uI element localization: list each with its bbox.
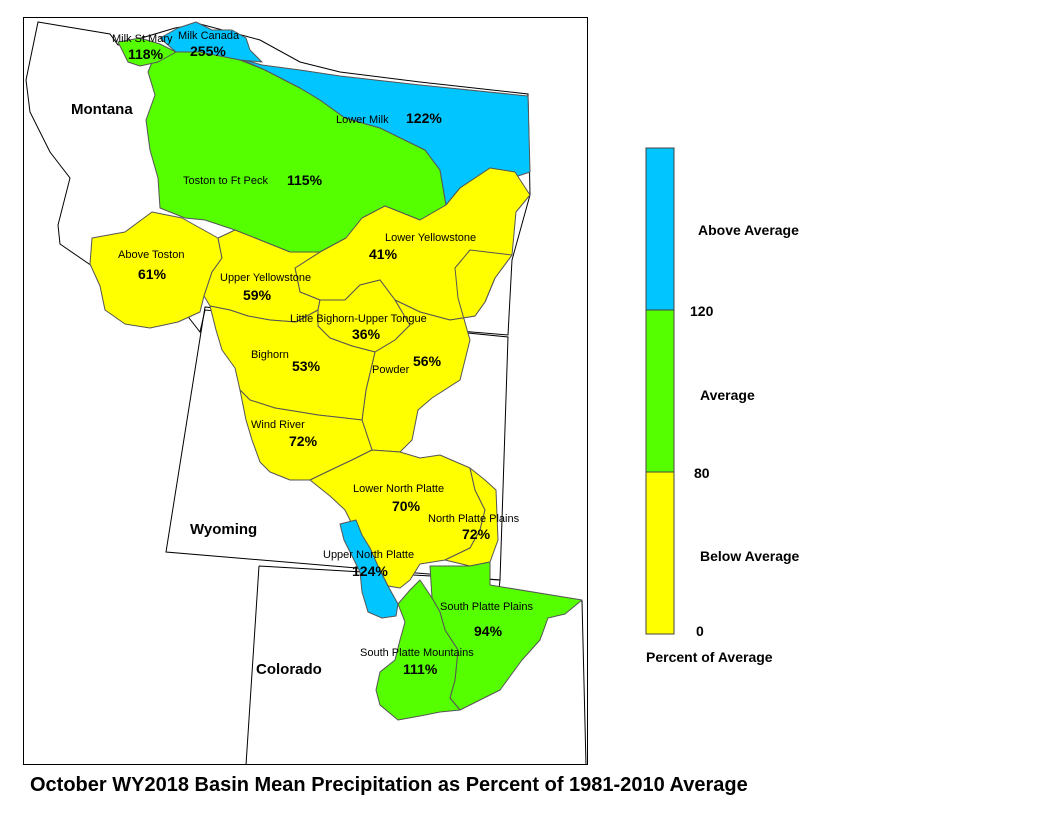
legend-swatch-below <box>645 471 675 635</box>
basin-name-bighorn: Bighorn <box>251 349 289 361</box>
basin-name-lower-milk: Lower Milk <box>336 114 389 126</box>
legend-swatch-above <box>645 147 675 311</box>
basin-pct-above-toston: 61% <box>138 266 167 282</box>
basin-pct-milk-canada: 255% <box>190 43 226 59</box>
basin-name-toston-to-ft-peck: Toston to Ft Peck <box>183 175 268 187</box>
legend-label-above: Above Average <box>698 222 799 238</box>
state-label-colorado: Colorado <box>256 661 322 678</box>
basin-north-platte-plains[interactable] <box>444 467 499 567</box>
basin-south-platte-mountains[interactable] <box>375 579 461 721</box>
legend-swatch-average <box>645 309 675 473</box>
basin-name-powder: Powder <box>372 364 410 376</box>
basin-name-upper-north-platte: Upper North Platte <box>323 549 414 561</box>
basin-name-little-bighorn-upper-tongue: Little Bighorn-Upper Tongue <box>290 313 427 325</box>
state-label-montana: Montana <box>71 101 133 118</box>
basin-name-north-platte-plains: North Platte Plains <box>428 513 520 525</box>
legend-label-average: Average <box>700 387 755 403</box>
basin-name-upper-yellowstone: Upper Yellowstone <box>220 272 311 284</box>
basin-name-south-platte-plains: South Platte Plains <box>440 601 533 613</box>
basin-pct-upper-yellowstone: 59% <box>243 287 272 303</box>
basin-name-south-platte-mountains: South Platte Mountains <box>360 647 474 659</box>
basin-pct-north-platte-plains: 72% <box>462 526 491 542</box>
basin-milk-canada[interactable] <box>159 21 263 63</box>
basin-layer <box>89 21 583 721</box>
basin-name-lower-north-platte: Lower North Platte <box>353 483 444 495</box>
legend-title: Percent of Average <box>646 649 773 665</box>
legend-label-below: Below Average <box>700 548 800 564</box>
basin-pct-bighorn: 53% <box>292 358 321 374</box>
legend-break-0: 0 <box>696 623 704 639</box>
basin-pct-lower-yellowstone: 41% <box>369 246 398 262</box>
basin-pct-south-platte-plains: 94% <box>474 623 503 639</box>
basin-name-milk-canada: Milk Canada <box>178 30 240 42</box>
legend: Above Average Average Below Average 120 … <box>645 147 800 665</box>
basin-name-wind-river: Wind River <box>251 419 305 431</box>
map-caption: October WY2018 Basin Mean Precipitation … <box>30 774 748 796</box>
basin-pct-little-bighorn-upper-tongue: 36% <box>352 326 381 342</box>
legend-break-80: 80 <box>694 465 710 481</box>
basin-upper-north-platte[interactable] <box>339 519 399 619</box>
basin-milk-st-mary[interactable] <box>117 37 177 67</box>
basin-pct-south-platte-mountains: 111% <box>403 661 438 677</box>
legend-break-120: 120 <box>690 303 714 319</box>
state-label-wyoming: Wyoming <box>190 521 257 538</box>
basin-name-above-toston: Above Toston <box>118 249 184 261</box>
basin-labels: Milk St Mary 118% Milk Canada 255% Lower… <box>112 30 533 677</box>
basin-pct-upper-north-platte: 124% <box>352 563 388 579</box>
basin-pct-lower-milk: 122% <box>406 110 442 126</box>
basin-name-milk-st-mary: Milk St Mary <box>112 33 173 45</box>
basin-bighorn[interactable] <box>209 305 376 421</box>
basin-pct-milk-st-mary: 118% <box>128 46 164 62</box>
basin-pct-powder: 56% <box>413 353 442 369</box>
basin-pct-lower-north-platte: 70% <box>392 498 421 514</box>
basin-name-lower-yellowstone: Lower Yellowstone <box>385 232 476 244</box>
basin-pct-toston-to-ft-peck: 115% <box>287 172 323 188</box>
basin-pct-wind-river: 72% <box>289 433 318 449</box>
